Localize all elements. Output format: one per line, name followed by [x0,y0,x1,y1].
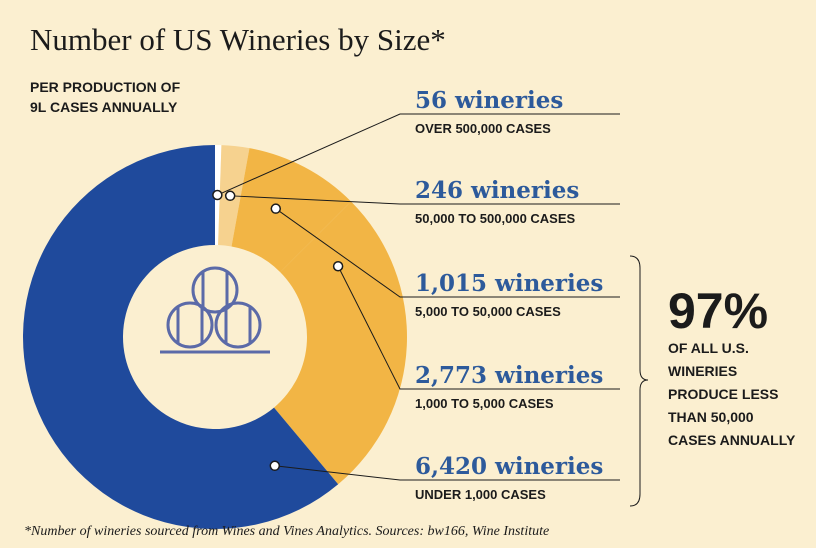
leader-line [337,266,620,390]
category-label: UNDER 1,000 CASES [415,487,546,502]
highlight-line: THAN 50,000 [668,409,754,425]
highlight-line: CASES ANNUALLY [668,432,796,448]
highlight-value: 97% [668,283,768,339]
chart-title: Number of US Wineries by Size* [30,22,446,57]
subtitle-line: 9L CASES ANNUALLY [30,99,178,115]
highlight-note: OF ALL U.S. WINERIES PRODUCE LESS THAN 50,0… [668,340,796,448]
leader-line [274,465,620,481]
highlight-line: PRODUCE LESS [668,386,778,402]
donut-segment [23,145,339,529]
leader-line [217,113,620,196]
subtitle-line: PER PRODUCTION OF [30,79,181,95]
leader-line [275,208,620,298]
leader-dot [270,203,282,214]
category-label: 5,000 TO 50,000 CASES [415,304,561,319]
leader-dot [212,189,223,201]
value-label: 56 wineries [415,87,563,114]
value-label: 2,773 wineries [415,362,603,389]
highlight-line: OF ALL U.S. [668,340,749,356]
bracket [629,255,649,507]
value-label: 6,420 wineries [415,453,603,480]
value-label: 1,015 wineries [415,270,603,297]
category-label: 1,000 TO 5,000 CASES [415,396,554,411]
leader-dot [332,260,344,272]
highlight-line: WINERIES [668,363,737,379]
leader-dot [269,460,281,472]
donut-segment [274,201,407,485]
category-label: 50,000 TO 500,000 CASES [415,211,576,226]
leader-dot [224,190,236,202]
leader-line [230,195,620,205]
donut-segment [231,148,352,273]
value-label: 246 wineries [415,177,579,204]
barrel-icon [160,266,270,354]
category-label: OVER 500,000 CASES [415,121,551,136]
footnote: *Number of wineries sourced from Wines a… [24,524,549,539]
donut [23,145,407,529]
